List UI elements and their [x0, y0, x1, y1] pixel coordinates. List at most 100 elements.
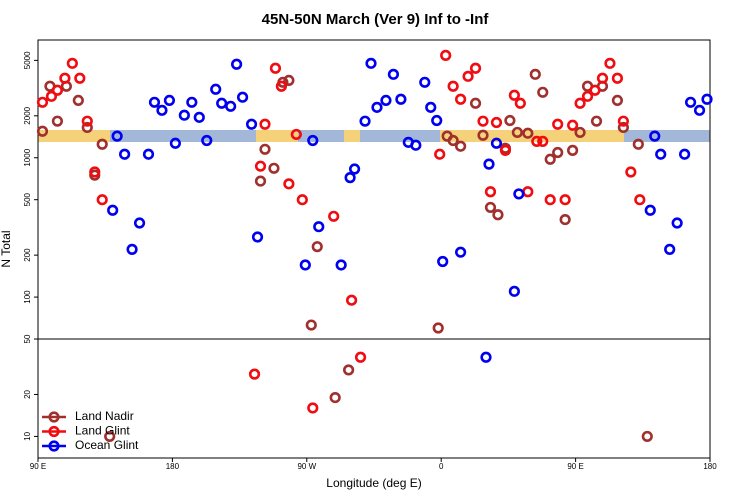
point [119, 148, 131, 160]
point [290, 128, 302, 141]
point [193, 111, 205, 123]
point [371, 101, 383, 113]
point [440, 49, 452, 61]
x-tick-label: 90 E [30, 462, 46, 471]
point [552, 118, 564, 130]
point [437, 255, 449, 268]
point [348, 163, 361, 175]
point [611, 94, 624, 106]
point [225, 100, 237, 112]
point [269, 62, 282, 74]
legend-marker [48, 411, 60, 423]
point [480, 351, 492, 363]
point [671, 217, 683, 229]
point [537, 86, 549, 98]
point [611, 72, 624, 84]
point [344, 172, 356, 184]
point [36, 125, 49, 137]
point [684, 96, 697, 108]
point [36, 96, 49, 108]
x-tick-label: 0 [439, 462, 444, 471]
point [514, 97, 526, 109]
point [299, 259, 311, 271]
point [395, 93, 407, 105]
point [89, 166, 101, 178]
point [574, 126, 586, 139]
point [133, 217, 146, 229]
point [544, 194, 556, 206]
point [574, 97, 586, 109]
point [410, 139, 422, 151]
point [283, 178, 295, 190]
point [156, 104, 168, 116]
point [477, 129, 489, 141]
point [604, 57, 616, 69]
point [51, 84, 64, 96]
point [107, 204, 119, 216]
legend-label: Ocean Glint [75, 438, 139, 452]
point [425, 101, 437, 113]
point [431, 114, 443, 127]
point [111, 130, 123, 142]
point [268, 162, 280, 174]
point [186, 96, 198, 108]
point [559, 213, 571, 226]
y-tick-label: 50 [23, 334, 32, 343]
point [259, 118, 271, 130]
point [365, 57, 377, 69]
point [346, 294, 358, 306]
point [590, 115, 603, 127]
point [589, 84, 601, 96]
point [254, 175, 267, 187]
x-tick-label: 180 [166, 462, 180, 471]
point [335, 259, 347, 271]
point [447, 80, 459, 92]
point [387, 68, 400, 80]
legend-marker [48, 425, 60, 438]
point [567, 119, 579, 131]
point [59, 72, 71, 84]
point [359, 115, 371, 127]
point [72, 94, 84, 106]
point [251, 231, 264, 243]
legend-marker [48, 440, 60, 452]
point [462, 70, 474, 82]
point [484, 186, 497, 198]
point [210, 83, 222, 95]
point [283, 74, 295, 87]
point [104, 430, 116, 443]
point [508, 89, 520, 101]
point [447, 134, 459, 147]
point [492, 209, 504, 221]
point [178, 109, 190, 121]
point [455, 93, 467, 105]
point [581, 90, 594, 102]
point [529, 68, 541, 80]
point [596, 72, 609, 84]
point [490, 137, 503, 149]
y-tick-label: 10 [23, 431, 32, 440]
point [329, 391, 341, 404]
point [567, 144, 579, 156]
point [625, 166, 637, 178]
point [51, 115, 64, 127]
point [469, 97, 482, 109]
point [531, 135, 543, 148]
point [644, 204, 656, 216]
point [641, 430, 653, 443]
point [513, 188, 525, 200]
point [469, 62, 482, 74]
point [655, 148, 667, 160]
point [455, 246, 467, 258]
point [148, 96, 161, 108]
point [343, 364, 355, 376]
point [307, 134, 319, 147]
point [522, 127, 534, 139]
point [537, 135, 549, 148]
plot-frame [37, 39, 711, 459]
point [275, 80, 288, 92]
point [544, 153, 556, 165]
y-tick-label: 500 [23, 192, 32, 206]
